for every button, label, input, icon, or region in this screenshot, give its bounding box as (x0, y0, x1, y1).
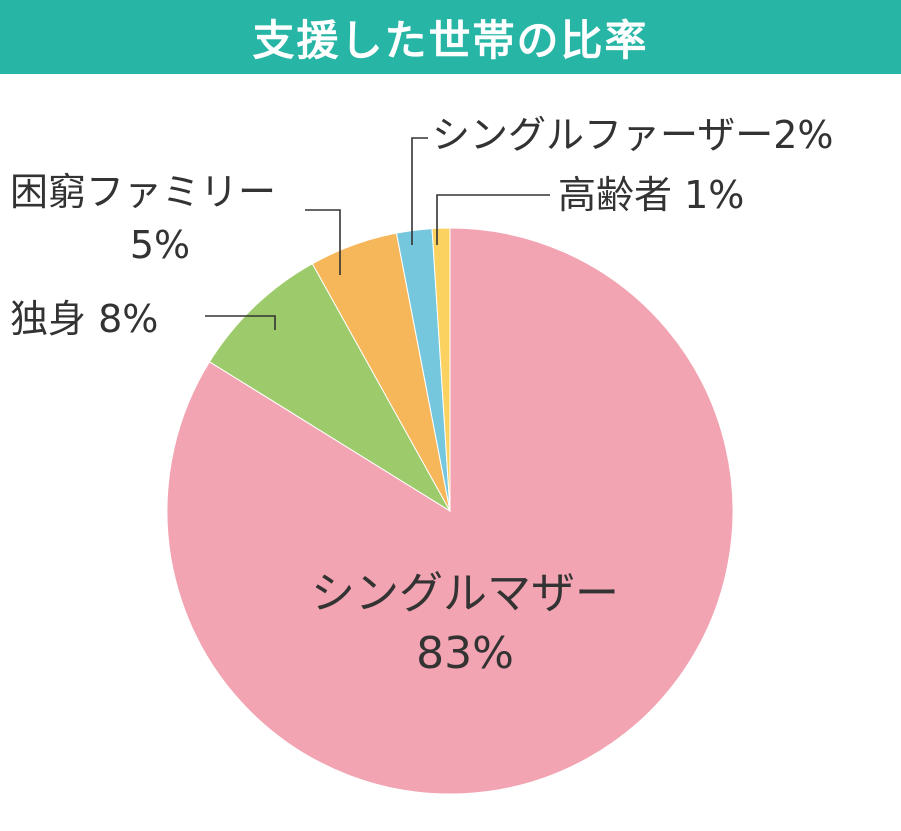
slice-elderly (431, 227, 451, 512)
label-single-name: 独身 (10, 297, 86, 341)
chart-title: 支援した世帯の比率 (252, 15, 649, 65)
leader-line-single-father (411, 137, 428, 245)
label-single-father-name: シングルファーザー (432, 113, 773, 157)
leader-line-single (205, 315, 276, 330)
label-single-father-value: 2% (773, 113, 833, 157)
label-single-mother-name: シングルマザー (311, 568, 619, 619)
pie-slices (166, 227, 734, 795)
label-needy-family-name: 困窮ファミリー (10, 170, 276, 214)
label-single: 独身 8% (10, 297, 158, 341)
label-elderly-value: 1% (684, 173, 744, 217)
label-needy-family-value: 5% (130, 223, 190, 267)
label-elderly-name: 高齢者 (558, 173, 672, 217)
label-single-value: 8% (98, 297, 158, 341)
label-single-mother-value: 83% (416, 628, 514, 679)
slice-single (208, 263, 452, 513)
leader-line-elderly (436, 194, 550, 245)
title-bar: 支援した世帯の比率 (0, 0, 901, 74)
label-single-father: シングルファーザー2% (432, 113, 834, 157)
leader-line-needy-family (305, 209, 341, 275)
label-elderly: 高齢者 1% (558, 173, 744, 217)
